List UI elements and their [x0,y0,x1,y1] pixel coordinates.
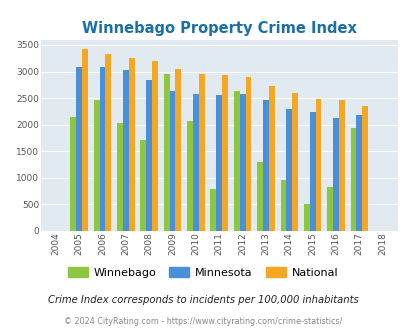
Bar [146,80,152,231]
Bar [70,117,76,231]
Bar [82,49,87,231]
Bar [140,140,146,231]
Text: Crime Index corresponds to incidents per 100,000 inhabitants: Crime Index corresponds to incidents per… [47,295,358,305]
Bar [256,162,262,231]
Bar [216,95,222,231]
Bar [128,58,134,231]
Bar [117,123,123,231]
Bar [187,121,192,231]
Bar [315,99,321,231]
Bar [303,204,309,231]
Legend: Winnebago, Minnesota, National: Winnebago, Minnesota, National [63,263,342,282]
Bar [198,74,204,231]
Bar [210,189,216,231]
Bar [292,93,297,231]
Bar [76,67,82,231]
Bar [350,128,356,231]
Title: Winnebago Property Crime Index: Winnebago Property Crime Index [81,21,356,36]
Bar [123,70,128,231]
Bar [152,61,158,231]
Bar [338,100,344,231]
Bar [163,74,169,231]
Bar [105,54,111,231]
Bar [268,86,274,231]
Bar [239,94,245,231]
Bar [245,77,251,231]
Bar [233,91,239,231]
Bar [361,106,367,231]
Text: © 2024 CityRating.com - https://www.cityrating.com/crime-statistics/: © 2024 CityRating.com - https://www.city… [64,317,341,326]
Bar [286,109,292,231]
Bar [94,100,99,231]
Bar [280,180,286,231]
Bar [262,100,268,231]
Bar [175,69,181,231]
Bar [222,75,228,231]
Bar [99,67,105,231]
Bar [356,115,361,231]
Bar [192,94,198,231]
Bar [332,118,338,231]
Bar [309,113,315,231]
Bar [326,187,332,231]
Bar [169,91,175,231]
